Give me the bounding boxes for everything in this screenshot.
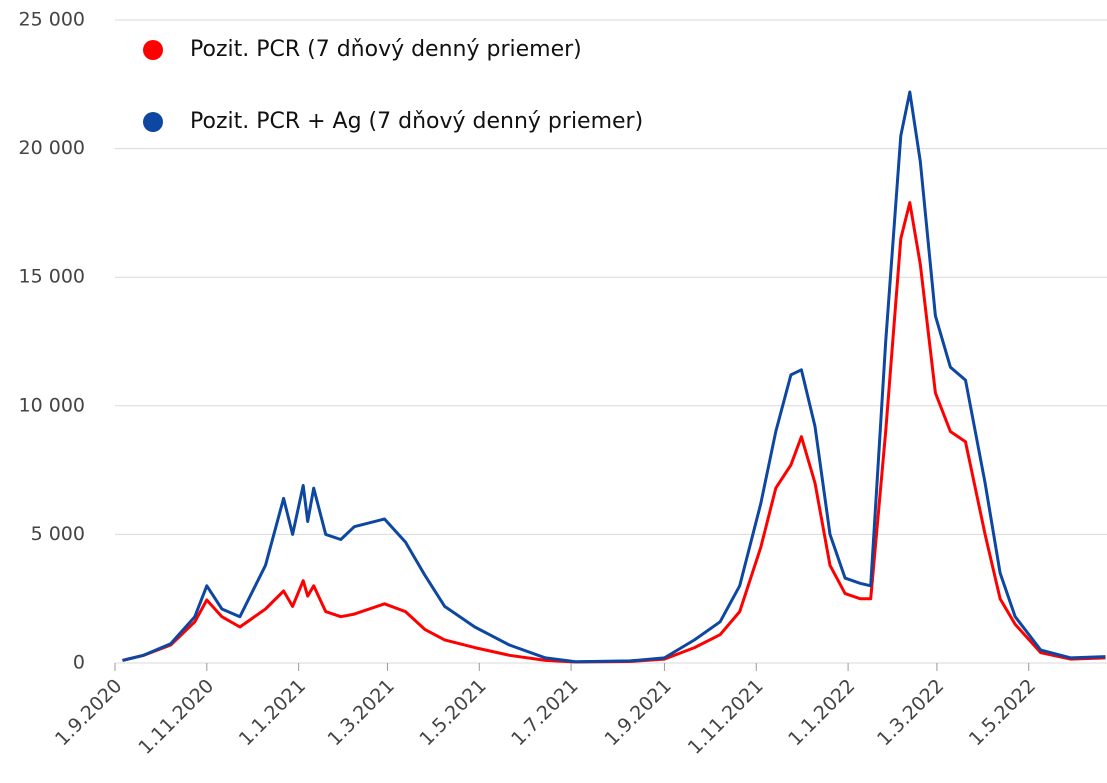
x-tick-label: 1.1.2021 <box>235 675 310 750</box>
y-tick-label: 10 000 <box>19 394 85 416</box>
x-tick-label: 1.1.2022 <box>784 675 859 750</box>
x-tick-label: 1.9.2021 <box>600 675 675 750</box>
y-tick-label: 15 000 <box>19 266 85 288</box>
y-tick-label: 5 000 <box>31 523 85 545</box>
legend-label: Pozit. PCR (7 dňový denný priemer) <box>190 37 582 62</box>
x-tick-label: 1.7.2021 <box>507 675 582 750</box>
legend-label: Pozit. PCR + Ag (7 dňový denný priemer) <box>190 109 643 134</box>
x-tick-label: 1.3.2022 <box>873 675 948 750</box>
y-tick-label: 25 000 <box>19 9 85 31</box>
legend-marker <box>143 112 163 132</box>
legend-marker <box>143 40 163 60</box>
x-tick-label: 1.11.2020 <box>134 675 218 759</box>
x-tick-label: 1.3.2021 <box>324 675 399 750</box>
y-tick-label: 20 000 <box>19 137 85 159</box>
x-tick-label: 1.9.2020 <box>51 675 126 750</box>
x-tick-label: 1.5.2021 <box>415 675 490 750</box>
line-series <box>122 90 1106 664</box>
x-tick-label: 1.5.2022 <box>965 675 1040 750</box>
x-tick-label: 1.11.2021 <box>684 675 768 759</box>
line-series <box>122 201 1106 664</box>
y-tick-label: 0 <box>73 652 85 674</box>
